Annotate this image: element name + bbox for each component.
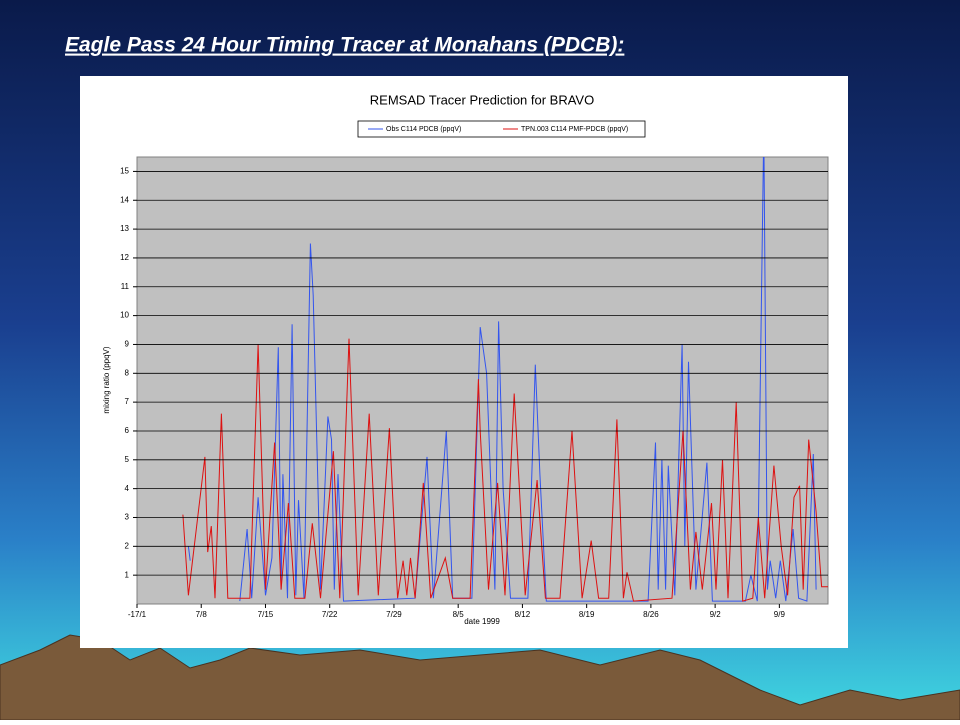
x-tick-label: 7/22 [322,610,338,619]
x-tick-label: 9/9 [774,610,786,619]
y-tick-label: 1 [125,570,130,579]
slide-title: Eagle Pass 24 Hour Timing Tracer at Mona… [65,34,624,57]
x-tick-label: 8/19 [579,610,595,619]
y-tick-label: 11 [121,282,130,291]
chart-title: REMSAD Tracer Prediction for BRAVO [370,92,594,107]
x-axis-label: date 1999 [464,617,500,626]
x-tick-label: 8/5 [453,610,465,619]
legend-label: TPN.003 C114 PMF-PDCB (ppqV) [521,126,628,133]
y-tick-label: 14 [120,195,129,204]
y-tick-label: 6 [125,426,130,435]
y-tick-label: 10 [120,311,129,320]
y-tick-label: 2 [125,541,130,550]
x-tick-label: 9/2 [710,610,722,619]
x-tick-label: 7/15 [258,610,274,619]
x-tick-label: 8/26 [643,610,659,619]
plot-area [136,156,829,605]
x-tick-label: 7/8 [196,610,208,619]
x-tick-label: -17/1 [128,610,147,619]
y-tick-label: 9 [125,340,130,349]
y-tick-label: 15 [120,167,129,176]
y-tick-label: 7 [125,397,130,406]
legend-label: Obs C114 PDCB (ppqV) [386,126,461,133]
y-tick-label: 13 [120,224,129,233]
y-axis-label: mixing ratio (ppqV) [102,346,111,413]
y-tick-label: 8 [125,368,130,377]
y-tick-label: 4 [125,484,130,493]
legend [357,120,646,138]
x-tick-label: 8/12 [515,610,531,619]
y-tick-label: 3 [125,513,130,522]
x-tick-label: 7/29 [386,610,402,619]
y-tick-label: 12 [120,253,129,262]
y-tick-label: 5 [125,455,130,464]
